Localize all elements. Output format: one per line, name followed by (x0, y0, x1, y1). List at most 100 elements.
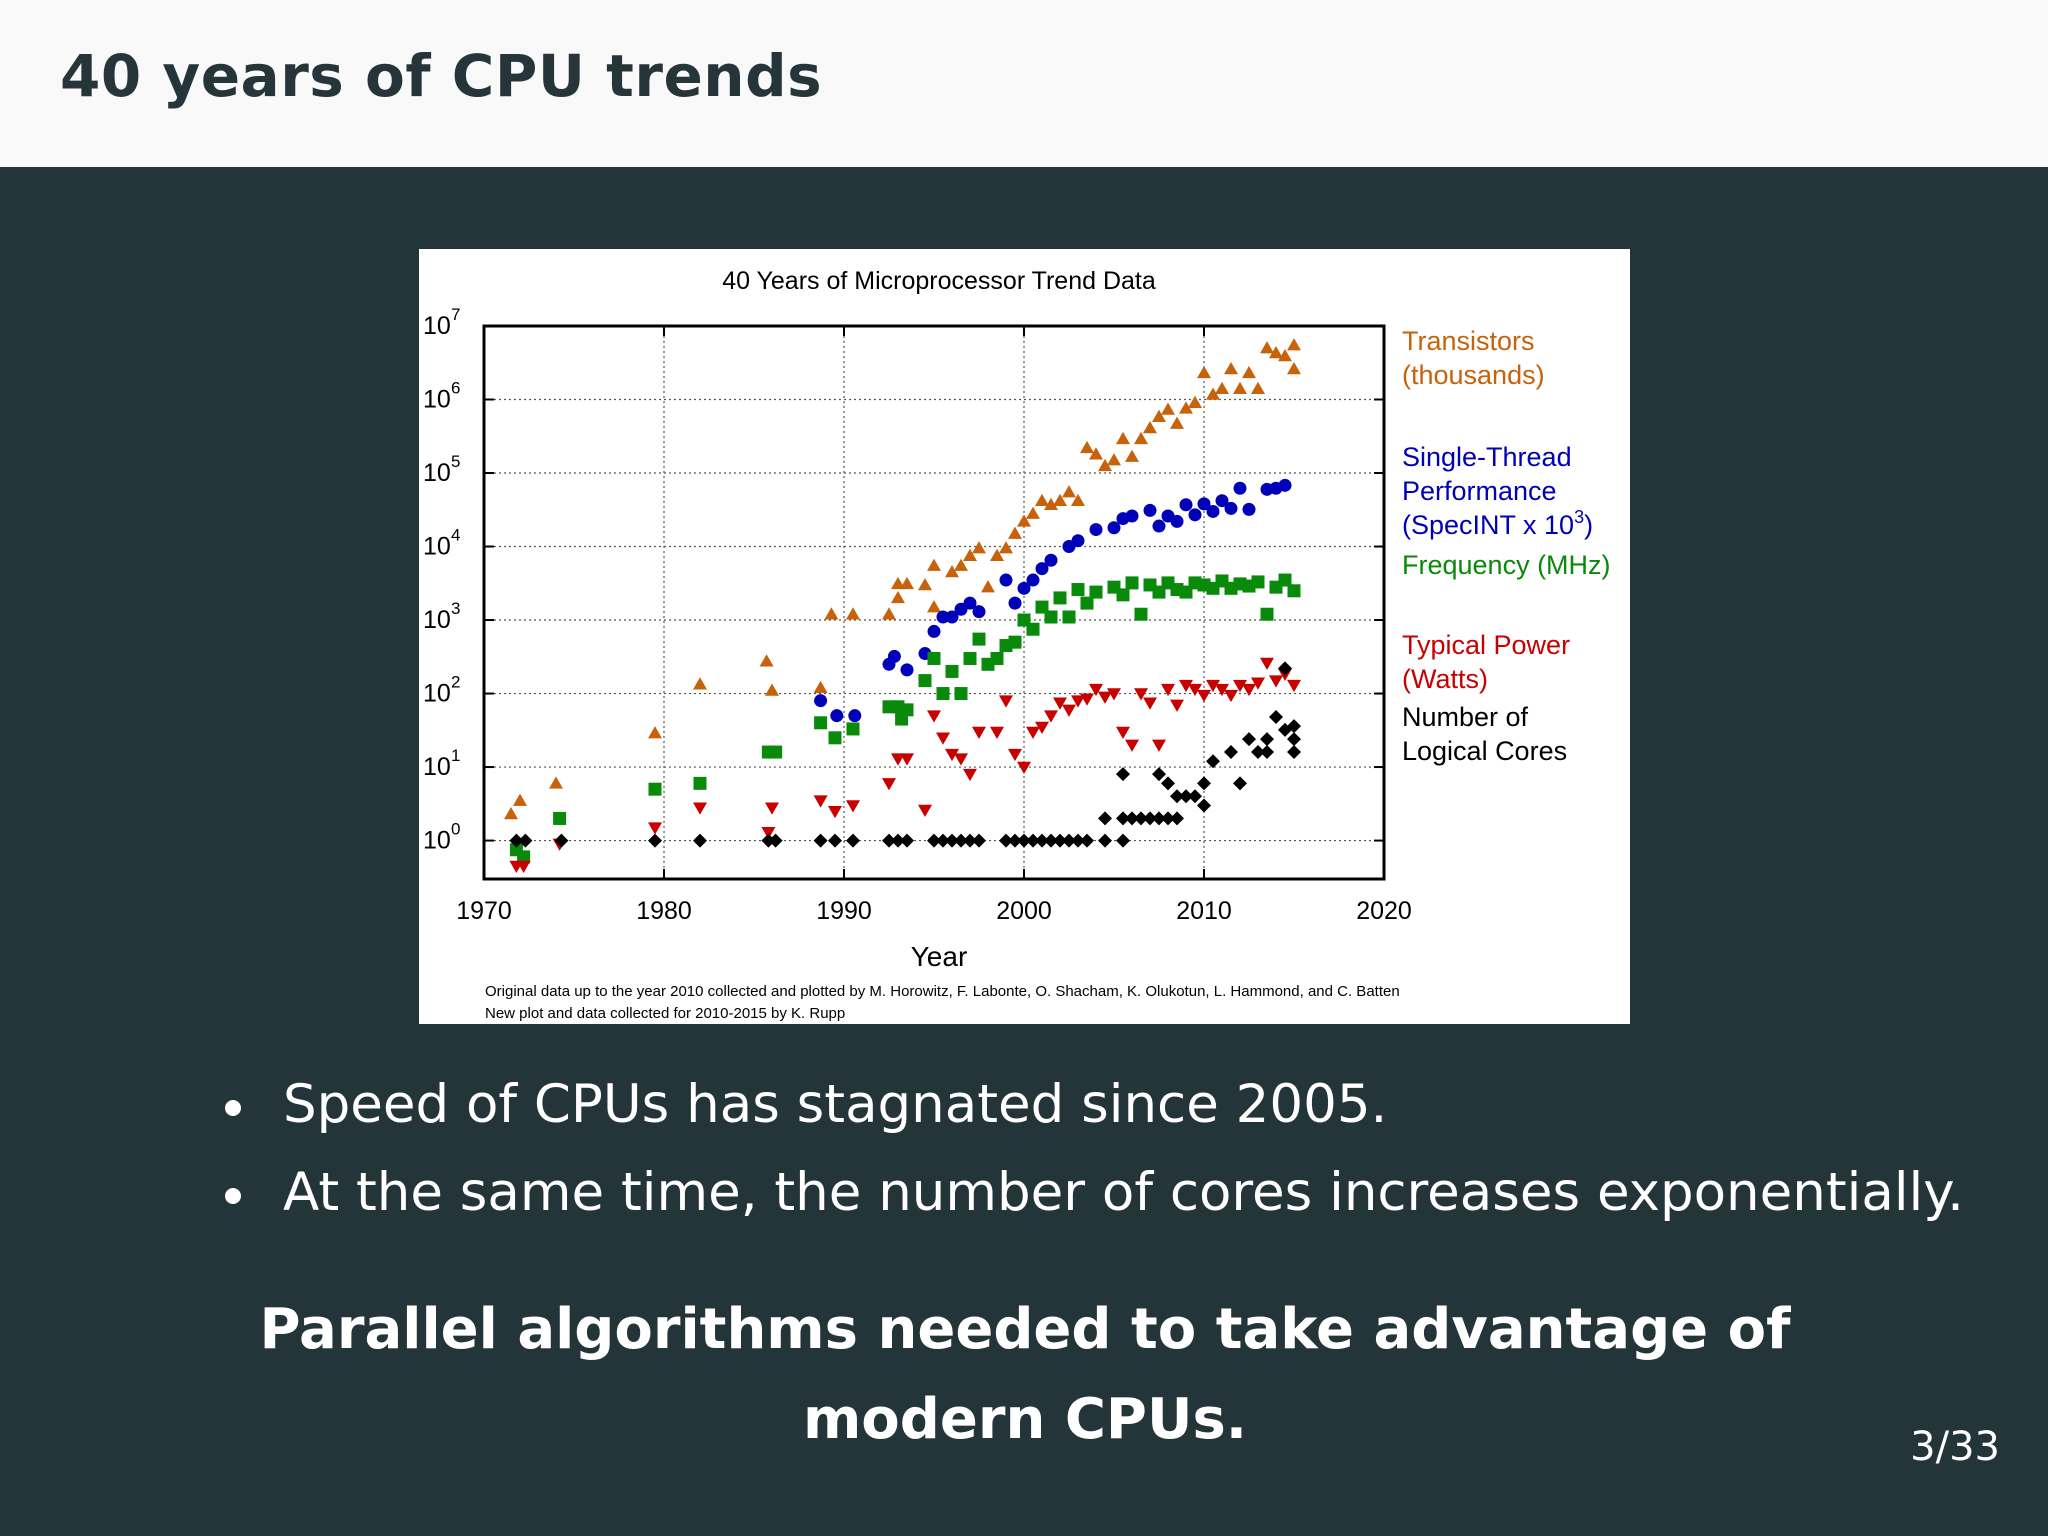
data-point-circle (1089, 523, 1103, 537)
slide-header: 40 years of CPU trends (0, 0, 2048, 167)
x-tick-label: 2010 (1176, 897, 1232, 925)
data-point-triangle-up (999, 541, 1013, 554)
data-point-circle (1035, 562, 1049, 576)
data-point-triangle-up (954, 558, 968, 571)
data-point-diamond (1116, 811, 1130, 826)
data-point-diamond (1044, 833, 1058, 848)
data-point-square (895, 712, 909, 726)
data-point-triangle-up (1071, 493, 1085, 506)
data-point-triangle-down (882, 778, 896, 791)
y-tick-exponent: 5 (451, 452, 460, 471)
data-point-circle (1071, 534, 1085, 548)
data-point-triangle-up (891, 576, 905, 590)
data-point-diamond (1098, 833, 1112, 848)
data-point-triangle-up (824, 607, 839, 620)
data-point-circle (1224, 501, 1238, 515)
data-point-triangle-down (1035, 721, 1049, 735)
legend-label-line: Number of (1402, 702, 1529, 732)
bullet-text: At the same time, the number of cores in… (283, 1162, 1964, 1223)
data-point-circle (1107, 521, 1121, 535)
data-point-triangle-up (927, 600, 941, 613)
data-point-triangle-up (1044, 497, 1058, 511)
x-tick-label: 1990 (816, 897, 872, 925)
data-point-circle (1026, 573, 1040, 587)
y-tick-label: 10 (423, 312, 451, 340)
data-point-triangle-down (891, 753, 905, 766)
data-point-square (1089, 585, 1103, 599)
data-point-triangle-down (945, 748, 959, 762)
data-point-triangle-down (761, 826, 776, 840)
chart-title: 40 Years of Microprocessor Trend Data (722, 267, 1156, 295)
data-point-triangle-up (1287, 338, 1301, 351)
data-point-circle (999, 573, 1013, 587)
data-point-triangle-down (963, 768, 977, 782)
data-point-circle (814, 694, 828, 708)
x-tick-label: 1980 (636, 897, 692, 925)
page-number: 3/33 (1910, 1424, 2000, 1470)
data-point-square (846, 722, 860, 736)
bullet-text: Speed of CPUs has stagnated since 2005. (283, 1074, 1388, 1135)
y-tick-exponent: 3 (451, 599, 460, 618)
data-point-triangle-down (1026, 726, 1040, 739)
chart-footnote: Original data up to the year 2010 collec… (485, 983, 1400, 1000)
data-point-triangle-up (1134, 431, 1148, 445)
data-point-square (1134, 607, 1148, 621)
data-point-triangle-down (765, 802, 779, 815)
data-point-triangle-up (1017, 514, 1031, 527)
data-point-circle (887, 649, 901, 663)
data-point-square (963, 651, 977, 665)
conclusion-text: Parallel algorithms needed to take advan… (259, 1297, 1791, 1452)
data-point-triangle-down (1116, 726, 1130, 739)
data-point-triangle-up (759, 654, 774, 667)
data-point-diamond (1026, 833, 1040, 848)
data-point-triangle-down (1251, 677, 1265, 690)
data-point-triangle-down (1152, 739, 1166, 752)
data-point-diamond (1287, 732, 1301, 747)
y-tick-label: 10 (423, 680, 451, 708)
data-point-diamond (972, 833, 986, 848)
data-point-triangle-down (828, 806, 842, 819)
data-point-square (1260, 607, 1274, 621)
data-point-square (1026, 622, 1040, 636)
data-point-circle (1233, 481, 1247, 495)
data-point-triangle-down (1188, 683, 1202, 697)
y-tick-label: 10 (423, 606, 451, 634)
legend-label-line: Transistors (1402, 326, 1535, 356)
data-point-diamond (1071, 833, 1085, 848)
data-point-square (1062, 610, 1076, 624)
data-point-diamond (882, 833, 896, 848)
data-point-diamond (1062, 833, 1076, 848)
x-tick-label: 2020 (1356, 897, 1412, 925)
x-axis-label: Year (911, 941, 968, 972)
data-point-diamond (1170, 811, 1184, 826)
data-point-circle (1215, 494, 1229, 508)
bullet-dot-icon (225, 1188, 241, 1204)
data-point-circle (936, 610, 950, 624)
data-point-square (1044, 610, 1058, 624)
data-point-diamond (1125, 811, 1139, 826)
data-point-circle (1242, 502, 1256, 516)
data-point-square (972, 632, 986, 646)
data-point-triangle-up (813, 680, 828, 693)
data-point-triangle-down (1071, 695, 1085, 708)
data-point-triangle-up (1206, 387, 1220, 400)
data-point-triangle-down (1224, 689, 1238, 703)
data-point-diamond (1278, 661, 1292, 676)
data-point-circle (1278, 478, 1292, 492)
data-point-square (1035, 600, 1049, 614)
data-point-triangle-up (513, 793, 527, 806)
y-tick-exponent: 1 (451, 746, 460, 765)
bullet-item: Speed of CPUs has stagnated since 2005. (220, 1068, 1964, 1156)
data-point-diamond (846, 833, 860, 848)
data-point-triangle-up (504, 806, 518, 820)
data-point-triangle-down (1170, 699, 1184, 712)
data-point-diamond (1152, 811, 1166, 826)
data-point-square (1125, 576, 1139, 590)
data-point-triangle-down (972, 726, 986, 739)
data-point-diamond (1035, 833, 1049, 848)
data-point-triangle-down (1008, 748, 1022, 762)
y-tick-exponent: 0 (451, 820, 460, 839)
data-point-triangle-down (1098, 691, 1112, 704)
data-point-square (1080, 596, 1094, 610)
data-point-triangle-down (1287, 679, 1301, 693)
